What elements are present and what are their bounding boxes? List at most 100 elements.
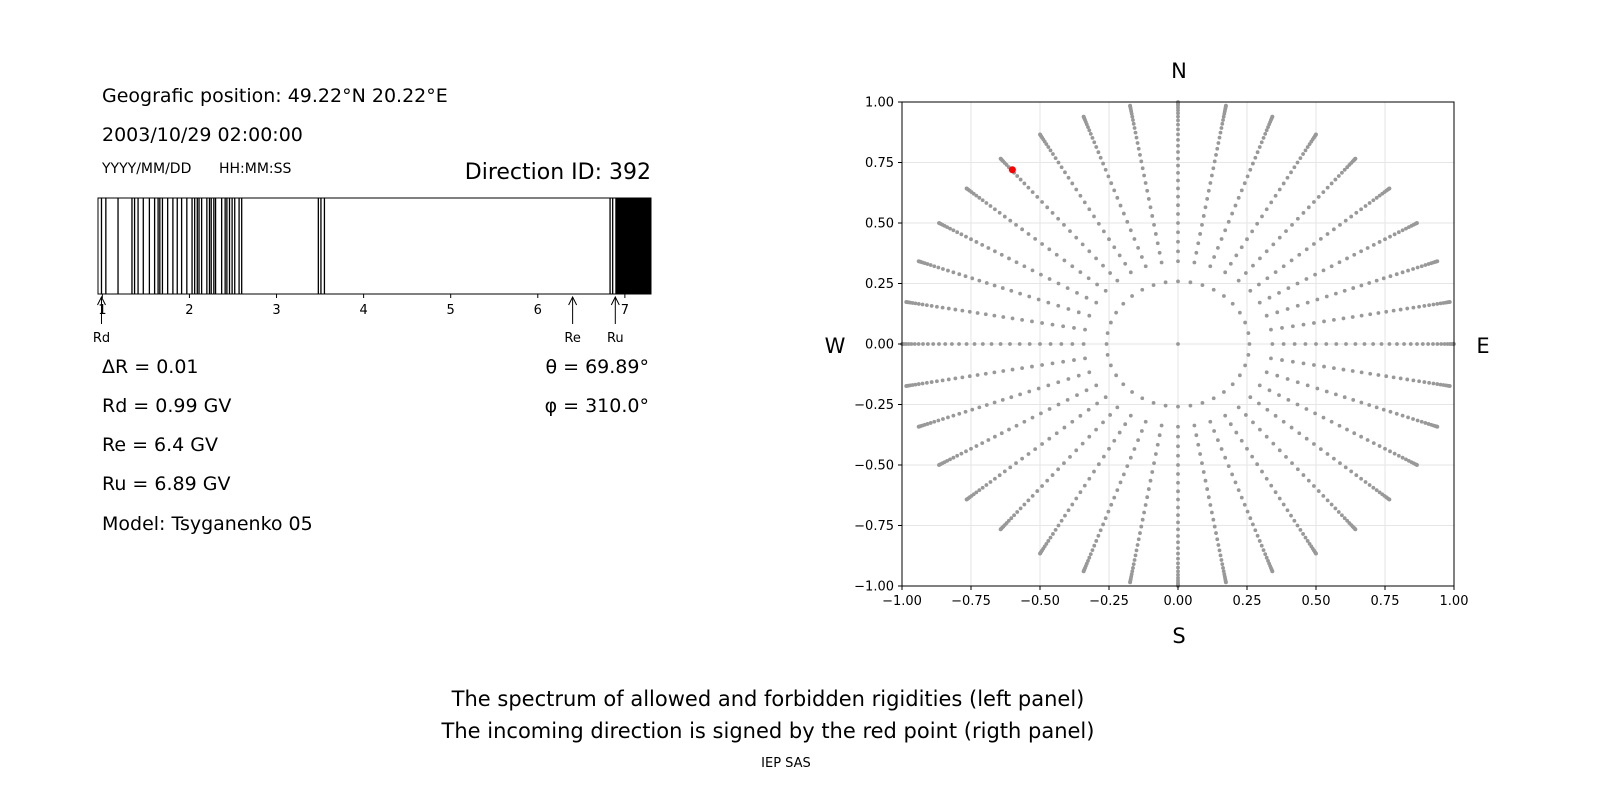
direction-point — [1048, 148, 1053, 153]
direction-point — [1094, 427, 1098, 432]
direction-point — [1324, 342, 1329, 346]
direction-point — [1263, 552, 1268, 556]
direction-point — [992, 313, 997, 318]
direction-point — [1342, 288, 1347, 293]
direction-point — [1343, 465, 1348, 470]
direction-point — [1415, 265, 1420, 270]
direction-point — [1349, 214, 1354, 219]
direction-point — [928, 421, 933, 425]
direction-point — [1146, 487, 1151, 491]
direction-point — [1001, 315, 1006, 319]
direction-point — [1038, 551, 1042, 556]
direction-point — [1076, 310, 1081, 315]
direction-point — [1176, 203, 1180, 208]
direction-point — [1176, 424, 1180, 429]
direction-point — [1205, 487, 1210, 491]
direction-point — [1315, 297, 1320, 302]
marker-label-rd: Rd — [93, 331, 110, 346]
direction-point — [1018, 291, 1023, 296]
caption-line-1: The spectrum of allowed and forbidden ri… — [451, 687, 1085, 711]
direction-point — [1345, 256, 1349, 261]
direction-point — [1087, 313, 1092, 318]
direction-point — [1248, 167, 1253, 172]
direction-point — [1098, 528, 1103, 533]
direction-point — [1087, 207, 1092, 212]
direction-point — [1269, 483, 1274, 488]
direction-point — [1176, 137, 1180, 142]
direction-point — [1009, 288, 1014, 293]
direction-point — [1134, 135, 1139, 140]
direction-point — [992, 207, 997, 212]
direction-point — [1226, 219, 1231, 224]
direction-point — [1387, 342, 1392, 346]
direction-point — [955, 453, 960, 458]
direction-point — [1387, 186, 1392, 191]
direction-point — [1159, 423, 1164, 428]
direction-point — [1368, 312, 1373, 317]
direction-point — [1340, 170, 1344, 175]
direction-point — [1233, 480, 1238, 485]
direction-point — [1371, 342, 1376, 346]
direction-point — [1018, 506, 1023, 511]
direction-point — [1223, 413, 1228, 418]
direction-point — [1101, 161, 1106, 166]
direction-point — [1040, 200, 1044, 204]
direction-point — [992, 476, 997, 481]
direction-point — [1096, 533, 1101, 538]
direction-point — [1297, 431, 1302, 436]
direction-point — [1022, 181, 1027, 186]
direction-point — [1439, 342, 1444, 346]
direction-point — [912, 342, 917, 346]
direction-point — [1277, 290, 1281, 295]
direction-point — [1371, 198, 1376, 203]
direction-point — [1196, 241, 1201, 246]
direction-point — [1260, 214, 1264, 219]
direction-point — [1125, 219, 1130, 224]
direction-point — [1009, 395, 1014, 400]
direction-point — [988, 204, 993, 208]
direction-point — [1242, 181, 1247, 186]
direction-point — [1176, 279, 1180, 284]
direction-point — [1301, 211, 1306, 215]
direction-point — [974, 240, 979, 244]
direction-point — [992, 370, 997, 375]
direction-point — [1298, 527, 1303, 532]
direction-point — [1220, 121, 1225, 126]
direction-point — [1371, 485, 1376, 490]
direction-point — [1295, 467, 1300, 472]
direction-point — [1068, 454, 1072, 459]
x-tick-label: 0.75 — [1371, 594, 1400, 609]
direction-point — [1008, 218, 1013, 223]
direction-point — [1321, 190, 1326, 195]
direction-point — [913, 301, 918, 306]
direction-point — [940, 305, 945, 310]
direction-point — [1411, 417, 1415, 421]
direction-point — [1114, 310, 1119, 315]
direction-point — [1222, 294, 1226, 298]
direction-point — [1014, 222, 1018, 227]
direction-point — [1431, 342, 1435, 346]
direction-point — [1292, 165, 1297, 170]
marker-arrowhead — [610, 295, 620, 306]
direction-scatter-chart: −1.00 −0.75 −0.50 −0.25 0.00 0.25 0.50 0.75 1.00… — [825, 59, 1490, 648]
direction-point — [975, 311, 980, 315]
direction-point — [1080, 441, 1085, 446]
direction-point — [1078, 270, 1083, 275]
direction-point — [1427, 380, 1432, 385]
direction-point — [1136, 438, 1141, 443]
direction-point — [1223, 228, 1228, 233]
direction-point — [1251, 420, 1255, 425]
direction-point — [1398, 376, 1403, 381]
y-tick-label: −0.75 — [854, 519, 894, 534]
direction-point — [916, 302, 921, 306]
direction-point — [1105, 352, 1110, 357]
direction-point — [1020, 366, 1024, 371]
direction-point — [1400, 270, 1405, 275]
direction-point — [1038, 132, 1042, 137]
direction-point — [1176, 127, 1180, 132]
direction-point — [1218, 553, 1223, 558]
direction-point — [1078, 413, 1083, 418]
direction-point — [1176, 114, 1180, 119]
direction-point — [1363, 480, 1368, 484]
direction-point — [1063, 170, 1067, 175]
